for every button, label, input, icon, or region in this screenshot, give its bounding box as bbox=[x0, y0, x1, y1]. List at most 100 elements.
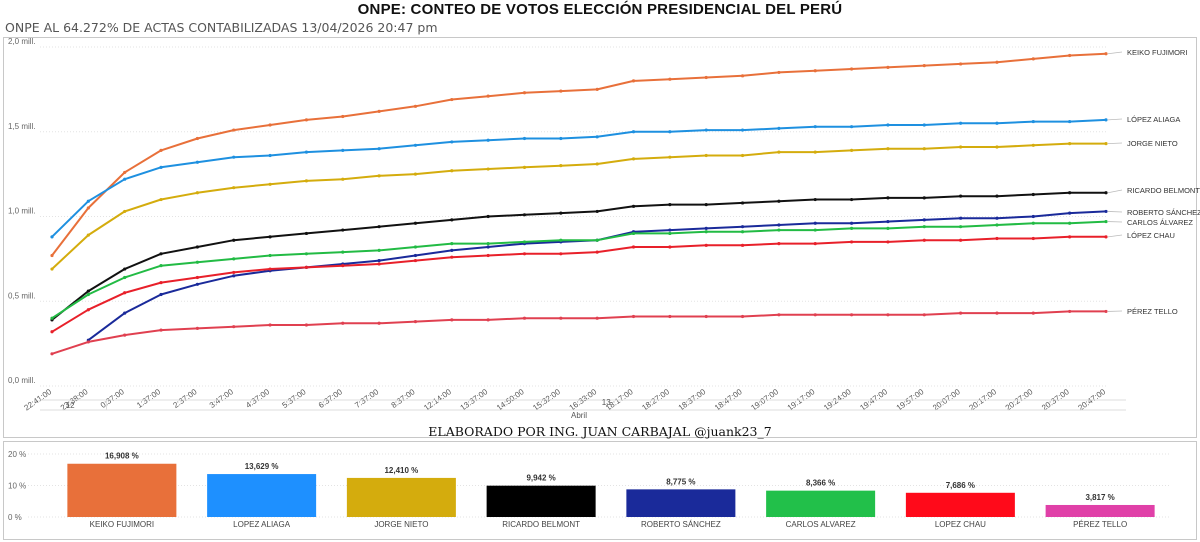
data-point bbox=[341, 177, 345, 181]
data-point bbox=[195, 191, 199, 195]
data-point bbox=[123, 333, 127, 337]
data-point bbox=[813, 197, 817, 202]
data-point bbox=[668, 130, 672, 134]
data-point bbox=[559, 316, 563, 320]
month-label: Abril bbox=[571, 411, 587, 420]
data-point bbox=[86, 233, 90, 237]
data-point bbox=[450, 97, 454, 102]
data-point bbox=[922, 225, 926, 229]
data-point bbox=[450, 242, 454, 246]
data-point bbox=[450, 248, 454, 252]
data-point bbox=[50, 330, 54, 334]
data-point bbox=[195, 160, 199, 164]
data-point bbox=[232, 325, 236, 329]
data-point bbox=[1031, 119, 1035, 124]
data-point bbox=[123, 209, 127, 214]
data-point bbox=[886, 240, 890, 244]
bar-y-tick-label: 0 % bbox=[8, 513, 22, 522]
day-label: 13 bbox=[602, 398, 611, 407]
data-point bbox=[232, 257, 236, 261]
data-point bbox=[559, 252, 563, 256]
series-carlos-alvarez bbox=[50, 219, 1108, 320]
data-point bbox=[1068, 211, 1072, 215]
series-line bbox=[51, 191, 1106, 321]
data-point bbox=[777, 199, 781, 203]
data-point bbox=[123, 170, 127, 175]
data-point bbox=[777, 126, 781, 130]
data-point bbox=[595, 209, 599, 214]
series-line bbox=[51, 310, 1106, 355]
data-point bbox=[849, 125, 854, 129]
data-point bbox=[595, 162, 599, 166]
series-end-label: LÓPEZ ALIAGA bbox=[1127, 115, 1180, 124]
data-point bbox=[232, 274, 236, 278]
data-point bbox=[50, 253, 54, 258]
data-point bbox=[559, 211, 563, 215]
data-point bbox=[959, 216, 963, 220]
data-point bbox=[486, 245, 490, 249]
data-point bbox=[813, 69, 817, 73]
series-end-label: KEIKO FUJIMORI bbox=[1127, 48, 1187, 57]
data-point bbox=[522, 91, 527, 95]
bar-category-label: PÉREZ TELLO bbox=[1073, 520, 1127, 529]
data-point bbox=[559, 89, 563, 93]
bar-value-label: 8,775 % bbox=[666, 477, 695, 486]
data-point bbox=[1031, 221, 1035, 225]
data-point bbox=[522, 136, 527, 141]
bar-category-label: RICARDO BELMONT bbox=[502, 520, 580, 529]
data-point bbox=[668, 228, 672, 232]
data-point bbox=[631, 157, 636, 161]
bar-carlos-alvarez bbox=[766, 490, 876, 517]
data-point bbox=[1104, 209, 1108, 214]
data-point bbox=[232, 186, 236, 190]
author-credit: ELABORADO POR ING. JUAN CARBAJAL @juank2… bbox=[428, 424, 772, 439]
data-point bbox=[886, 196, 890, 200]
series-end-label: ROBERTO SÁNCHEZ bbox=[1127, 208, 1200, 217]
data-point bbox=[486, 214, 490, 219]
data-point bbox=[268, 182, 272, 186]
data-point bbox=[304, 150, 309, 154]
data-point bbox=[1068, 235, 1072, 239]
series-leader-line bbox=[1107, 189, 1123, 194]
data-point bbox=[740, 128, 745, 132]
data-point bbox=[123, 275, 127, 280]
data-point bbox=[195, 136, 199, 141]
data-point bbox=[377, 174, 381, 178]
bar-y-tick-label: 10 % bbox=[8, 482, 26, 491]
data-point bbox=[450, 140, 454, 144]
data-point bbox=[595, 316, 599, 320]
data-point bbox=[486, 242, 490, 246]
bar-category-label: JORGE NIETO bbox=[374, 520, 428, 529]
data-point bbox=[995, 60, 999, 64]
y-tick-label: 1,5 mill. bbox=[8, 122, 36, 131]
data-point bbox=[595, 135, 599, 139]
data-point bbox=[268, 153, 272, 158]
data-point bbox=[559, 164, 563, 168]
data-point bbox=[304, 231, 309, 236]
data-point bbox=[995, 223, 999, 227]
data-point bbox=[959, 62, 963, 66]
data-point bbox=[50, 316, 54, 320]
data-point bbox=[777, 223, 781, 227]
data-point bbox=[704, 230, 708, 234]
data-point bbox=[304, 265, 309, 269]
data-point bbox=[413, 319, 418, 324]
series-line bbox=[51, 52, 1107, 257]
data-point bbox=[1068, 221, 1072, 225]
data-point bbox=[704, 226, 708, 230]
data-point bbox=[668, 203, 672, 207]
data-point bbox=[559, 136, 563, 141]
y-tick-label: 2,0 mill. bbox=[8, 37, 36, 46]
data-point bbox=[886, 226, 890, 230]
data-point bbox=[341, 148, 345, 152]
series-end-label: PÉREZ TELLO bbox=[1127, 307, 1178, 316]
data-point bbox=[377, 225, 381, 229]
data-point bbox=[486, 253, 490, 258]
data-point bbox=[849, 67, 854, 71]
data-point bbox=[413, 104, 418, 108]
data-point bbox=[959, 311, 963, 315]
series-end-label: RICARDO BELMONT bbox=[1127, 186, 1200, 195]
data-point bbox=[668, 155, 672, 159]
data-point bbox=[631, 79, 636, 83]
bar-category-label: KEIKO FUJIMORI bbox=[90, 520, 154, 529]
